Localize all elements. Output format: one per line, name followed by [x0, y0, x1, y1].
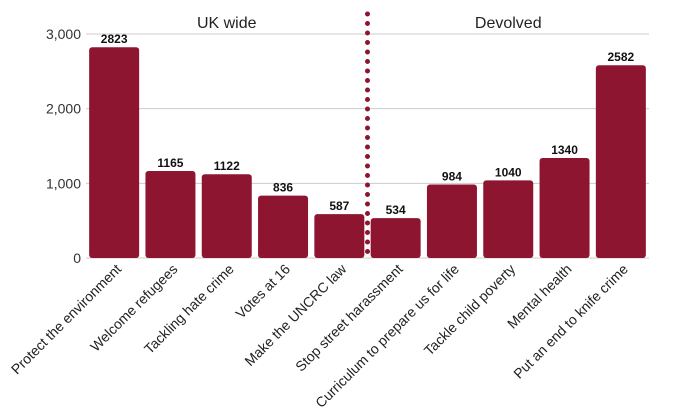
- bar: [483, 180, 534, 258]
- bar: [89, 47, 140, 258]
- value-label: 2582: [607, 50, 634, 64]
- value-label: 1040: [495, 165, 522, 179]
- category-label: Protect the environment: [8, 261, 124, 377]
- bar: [426, 184, 477, 258]
- bar: [145, 171, 196, 258]
- bar: [201, 174, 252, 258]
- y-tick-label: 0: [73, 250, 81, 266]
- value-label: 1122: [214, 159, 240, 173]
- group-label: UK wide: [197, 15, 257, 32]
- value-label: 2823: [101, 32, 128, 46]
- y-tick-label: 3,000: [46, 26, 81, 42]
- value-label: 836: [273, 181, 293, 195]
- bar: [258, 195, 309, 258]
- category-label: Stop street harassment: [292, 261, 406, 375]
- category-label: Make the UNCRC law: [241, 260, 350, 369]
- value-label: 1340: [551, 143, 578, 157]
- y-tick-label: 2,000: [46, 101, 81, 117]
- value-label: 1165: [157, 156, 183, 170]
- group-label: Devolved: [475, 15, 542, 32]
- value-label: 534: [386, 203, 406, 217]
- y-tick-label: 1,000: [46, 175, 81, 191]
- bar: [595, 65, 646, 258]
- value-label: 587: [329, 199, 349, 213]
- value-label: 984: [442, 170, 462, 184]
- bar: [539, 157, 590, 258]
- bars: [89, 47, 646, 258]
- bar: [370, 218, 421, 258]
- category-label: Put an end to knife crime: [510, 261, 631, 382]
- category-label: Votes at 16: [232, 261, 293, 322]
- bar: [314, 214, 365, 258]
